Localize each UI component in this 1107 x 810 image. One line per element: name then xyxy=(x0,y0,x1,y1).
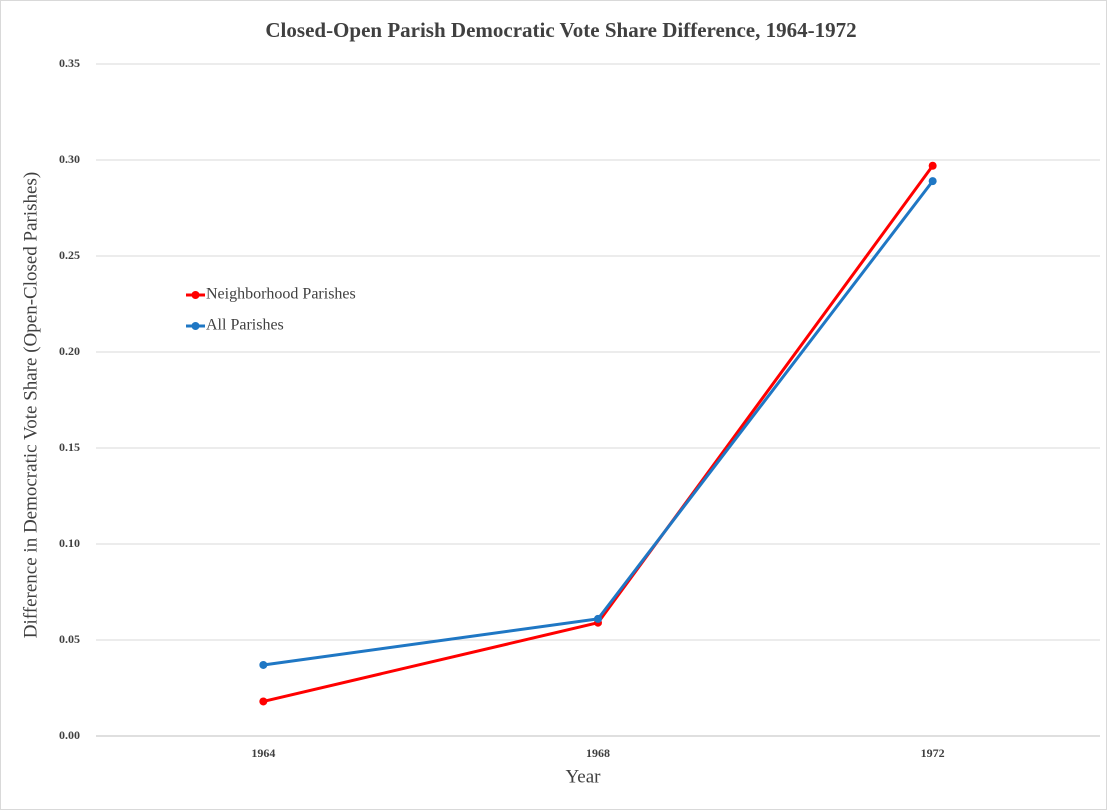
x-tick-label: 1964 xyxy=(251,746,275,760)
data-point xyxy=(928,161,937,170)
legend-marker xyxy=(191,322,200,330)
legend-marker xyxy=(191,291,200,299)
y-tick-label: 0.30 xyxy=(59,152,80,166)
legend-label: Neighborhood Parishes xyxy=(206,286,356,303)
x-tick-label: 1972 xyxy=(921,746,945,760)
y-tick-label: 0.25 xyxy=(59,248,80,262)
data-point xyxy=(259,697,268,706)
data-point xyxy=(928,177,937,186)
y-tick-label: 0.20 xyxy=(59,344,80,358)
chart-title: Closed-Open Parish Democratic Vote Share… xyxy=(265,18,856,42)
y-tick-label: 0.10 xyxy=(59,536,80,550)
data-point xyxy=(594,614,602,623)
x-tick-label: 1968 xyxy=(586,746,610,760)
legend-label: All Parishes xyxy=(206,317,284,334)
y-axis-label: Difference in Democratic Vote Share (Ope… xyxy=(20,172,41,638)
x-axis-label: Year xyxy=(565,766,601,787)
y-tick-label: 0.05 xyxy=(59,632,80,646)
data-point xyxy=(259,660,268,669)
y-tick-label: 0.15 xyxy=(59,440,80,454)
y-tick-label: 0.35 xyxy=(59,56,80,70)
y-tick-label: 0.00 xyxy=(59,728,80,742)
